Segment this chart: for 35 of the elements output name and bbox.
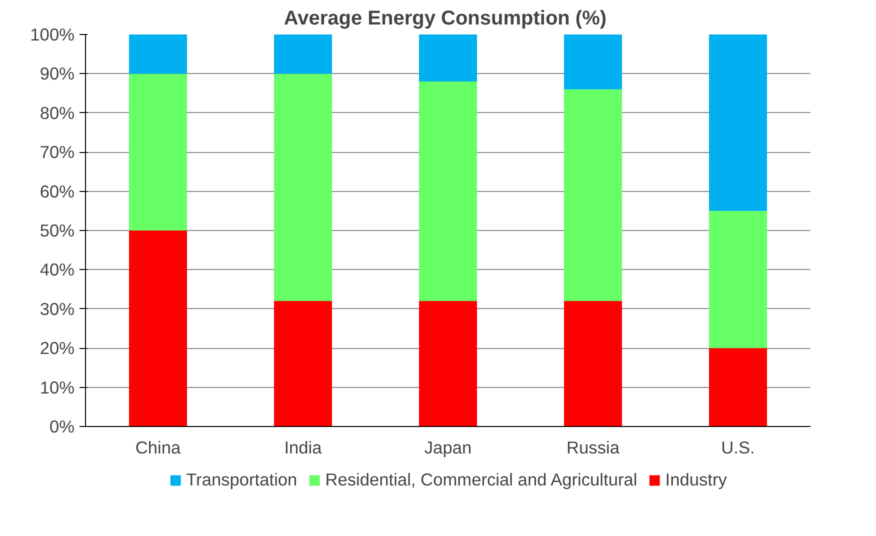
bar	[564, 89, 622, 302]
bar	[419, 82, 477, 302]
y-tick-label: 20%	[40, 338, 75, 358]
bar	[709, 348, 767, 426]
bar	[274, 74, 332, 302]
y-tick-label: 50%	[40, 220, 75, 240]
bar	[129, 34, 187, 74]
bar	[274, 301, 332, 426]
x-tick-label: China	[135, 438, 181, 458]
chart-title: Average Energy Consumption (%)	[284, 8, 607, 30]
bar	[274, 34, 332, 74]
bar	[419, 34, 477, 82]
x-tick-label: Russia	[566, 438, 620, 458]
y-tick-label: 10%	[40, 377, 75, 398]
y-tick-label: 0%	[49, 416, 74, 436]
legend-label: Industry	[665, 470, 727, 490]
y-tick-label: 70%	[40, 142, 75, 162]
bar	[419, 301, 477, 426]
legend-label: Residential, Commercial and Agricultural	[325, 470, 638, 490]
bar	[709, 210, 767, 348]
y-tick-label: 60%	[40, 181, 75, 202]
x-tick-label: U.S.	[721, 438, 755, 458]
bar	[564, 301, 622, 426]
bar	[129, 230, 187, 426]
x-tick-label: Japan	[424, 438, 472, 458]
y-tick-label: 40%	[40, 260, 75, 280]
y-tick-label: 90%	[40, 64, 75, 84]
y-tick-label: 100%	[30, 24, 75, 44]
x-tick-label: India	[284, 438, 322, 458]
legend-label: Transportation	[186, 470, 298, 490]
bar	[129, 74, 187, 230]
y-tick-label: 80%	[40, 102, 75, 123]
bar	[709, 34, 767, 211]
y-tick-label: 30%	[40, 298, 75, 319]
bar	[564, 34, 622, 90]
